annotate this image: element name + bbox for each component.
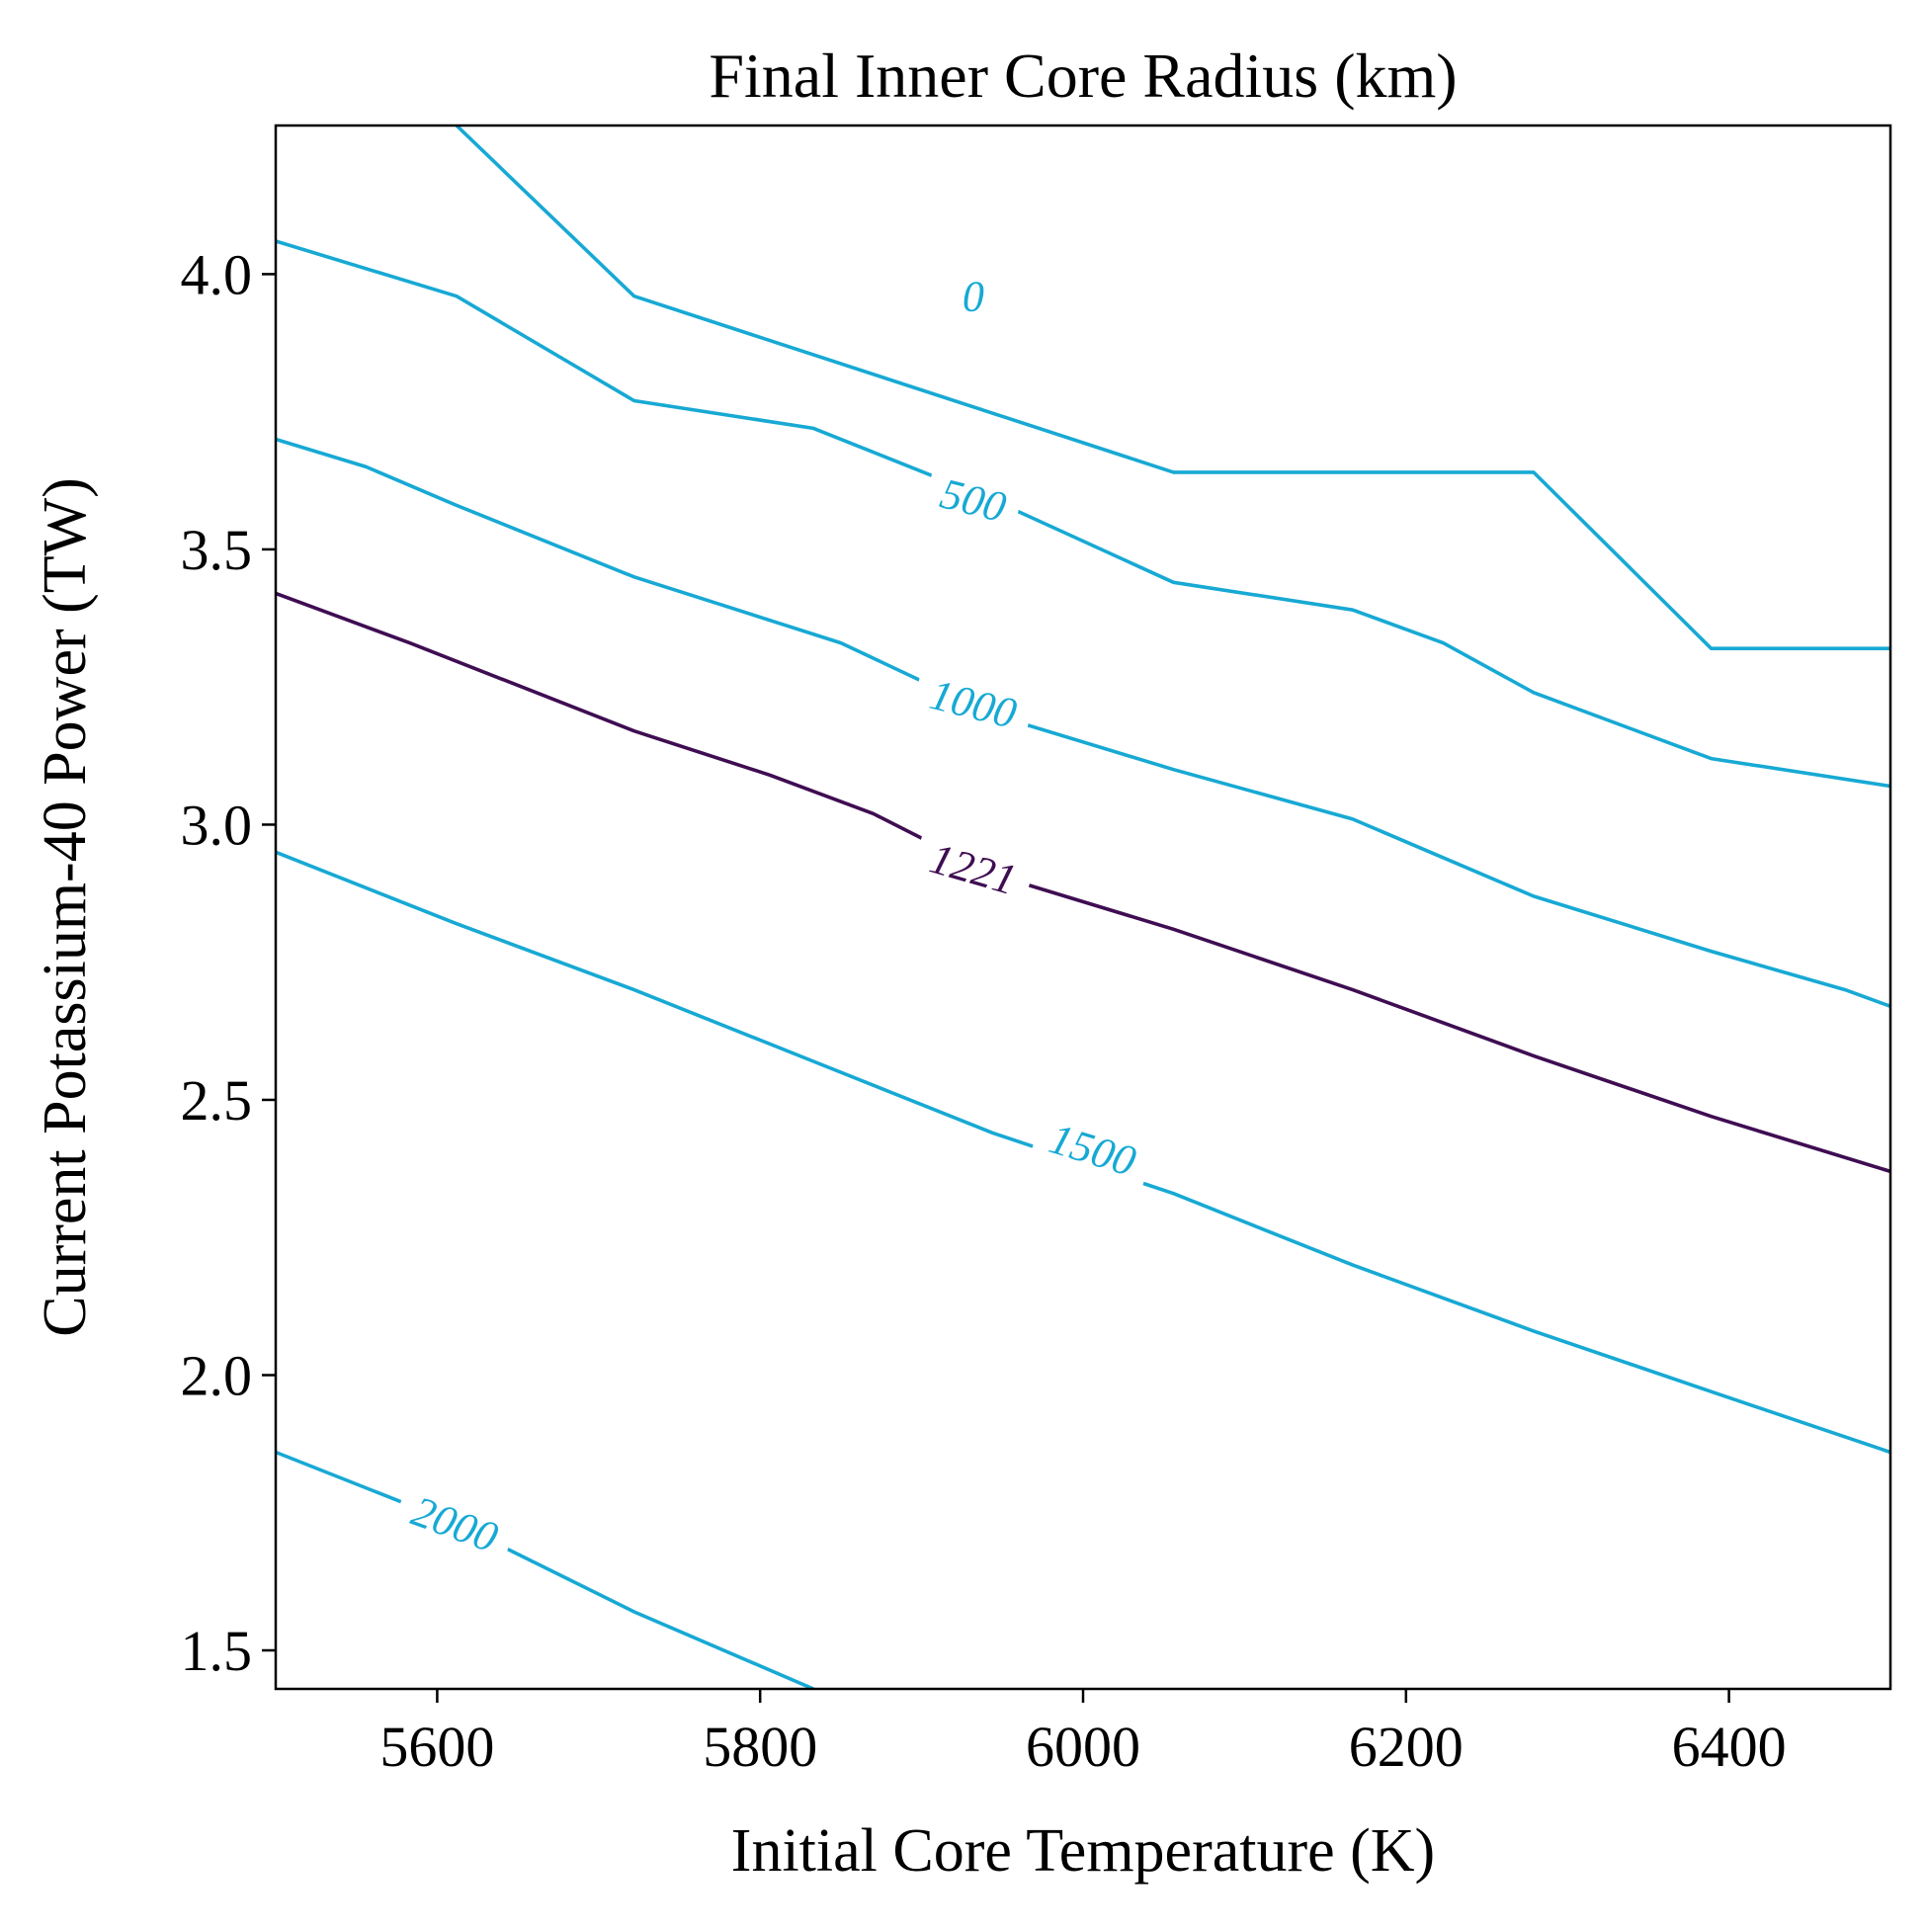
- contour-label-group-1500: 1500: [1029, 1107, 1156, 1192]
- contour-line-0: [455, 126, 1890, 651]
- x-tick-label: 5600: [379, 1715, 494, 1779]
- x-tick-label: 6000: [1026, 1715, 1140, 1779]
- chart-title: Final Inner Core Radius (km): [709, 41, 1457, 111]
- y-tick-label: 3.5: [181, 518, 253, 582]
- contour-label-group-2000: 2000: [391, 1479, 519, 1568]
- y-tick-label: 4.0: [181, 242, 253, 306]
- contour-labels: 0 500 1000 1221 1500 2000: [391, 270, 1156, 1568]
- x-tick-label: 6200: [1349, 1715, 1464, 1779]
- y-axis-label: Current Potassium-40 Power (TW): [32, 477, 99, 1337]
- y-tick-label: 2.5: [181, 1068, 253, 1133]
- contour-label-gap: [391, 1479, 519, 1568]
- x-axis: 5600 5800 6000 6200 6400: [379, 1689, 1787, 1779]
- contour-line-1221: [276, 591, 1890, 1174]
- contour-label-gap: [910, 664, 1037, 743]
- contour-lines: [276, 126, 1890, 1689]
- contour-label-gap: [922, 463, 1025, 537]
- y-tick-label: 2.0: [181, 1343, 253, 1407]
- plot-frame: [274, 124, 1892, 1691]
- y-axis: 1.5 2.0 2.5 3.0 3.5 4.0: [181, 242, 276, 1683]
- contour-label-gap: [950, 270, 996, 322]
- contour-label-group-500: 500: [922, 463, 1025, 537]
- contour-line-2000: [276, 1450, 814, 1689]
- x-tick-label: 6400: [1672, 1715, 1787, 1779]
- contour-label-500: 500: [936, 469, 1011, 533]
- x-tick-label: 5800: [703, 1715, 817, 1779]
- x-axis-label: Initial Core Temperature (K): [731, 1817, 1435, 1885]
- y-tick-label: 1.5: [181, 1619, 253, 1683]
- contour-label-1221: 1221: [925, 834, 1022, 904]
- contour-label-gap: [1029, 1107, 1156, 1192]
- y-tick-label: 3.0: [181, 793, 253, 857]
- contour-label-group-1221: 1221: [910, 827, 1037, 910]
- contour-label-0: 0: [963, 273, 984, 321]
- contour-label-1500: 1500: [1044, 1114, 1140, 1186]
- contour-label-1000: 1000: [925, 670, 1021, 738]
- contour-label-gap: [910, 827, 1037, 910]
- contour-line-500: [276, 239, 1890, 789]
- contour-label-group-1000: 1000: [910, 664, 1037, 743]
- contour-line-1000: [276, 437, 1890, 1008]
- contour-label-group-0: 0: [950, 270, 996, 322]
